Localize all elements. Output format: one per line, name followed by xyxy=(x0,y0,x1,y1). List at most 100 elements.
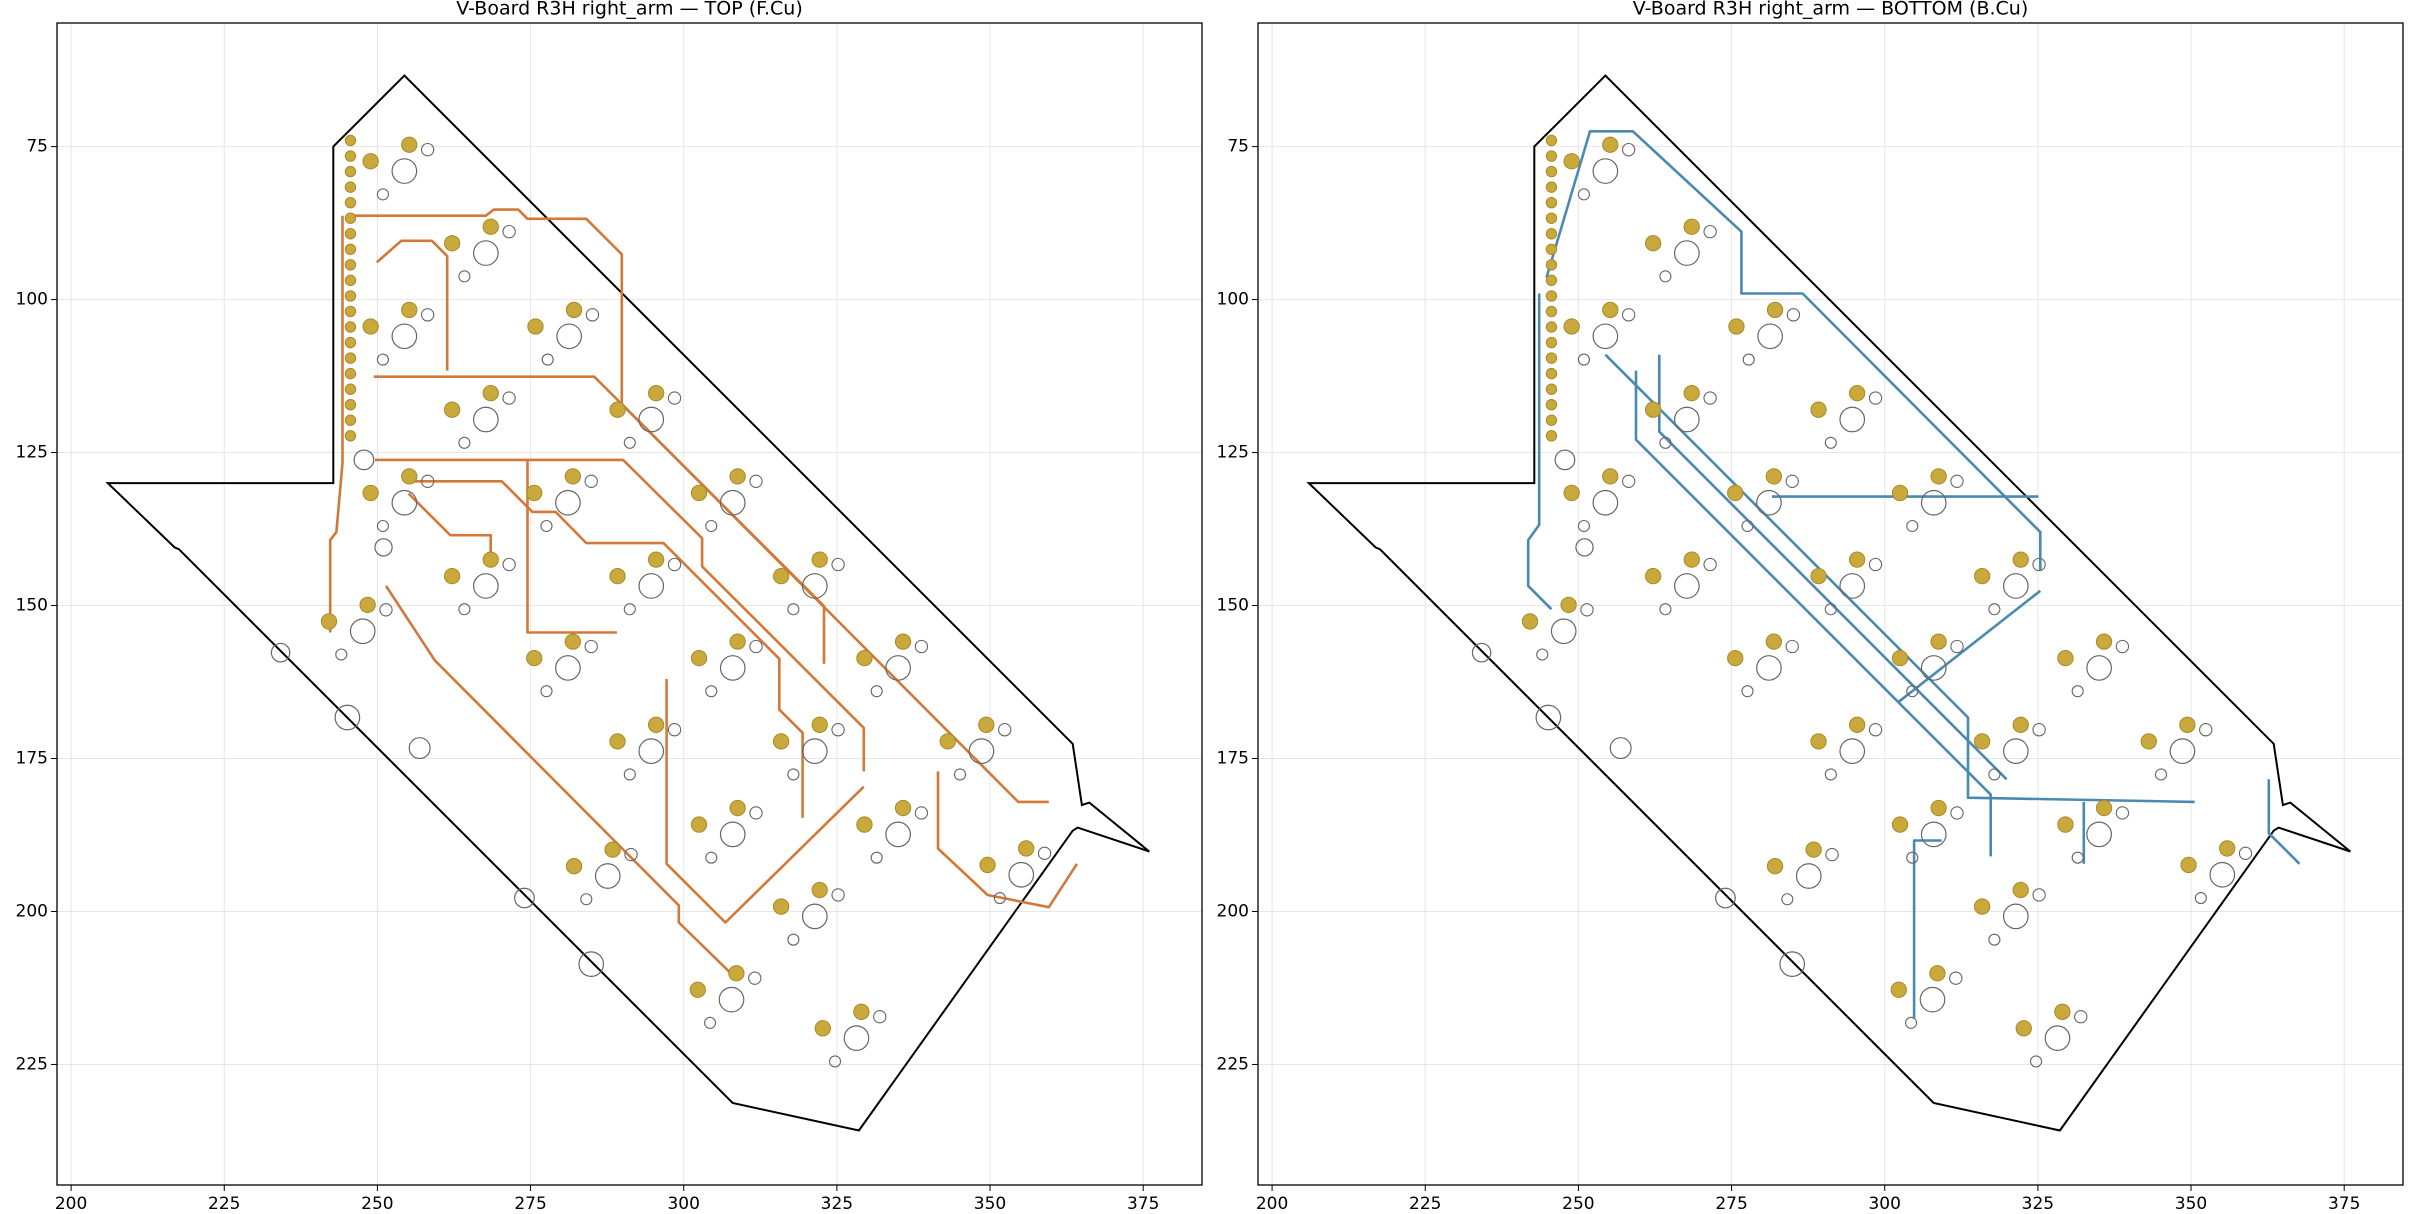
switch-pad xyxy=(1891,484,1909,502)
switch-pad xyxy=(2140,733,2157,750)
trace xyxy=(408,480,804,818)
switch-hole-minor xyxy=(993,891,1006,905)
switch-pad xyxy=(978,716,995,733)
switch-hole-minor xyxy=(1988,933,2001,946)
switch-pad xyxy=(565,301,583,319)
switch-pad xyxy=(1973,567,1991,585)
trace xyxy=(1634,370,1992,857)
y-tick-label: 75 xyxy=(1227,137,1249,157)
connector-pad xyxy=(1545,274,1558,287)
switch-hole xyxy=(555,489,581,516)
switch-hole xyxy=(391,323,418,350)
switch-hole xyxy=(2044,1025,2071,1051)
switch-pad xyxy=(1890,981,1907,998)
switch-hole xyxy=(391,158,418,184)
switch-small-hole xyxy=(624,847,638,862)
switch-pad xyxy=(1766,301,1784,319)
connector-pad xyxy=(1545,352,1558,364)
switch-pad xyxy=(729,468,746,485)
switch-hole-minor xyxy=(458,603,471,616)
y-tick-label: 175 xyxy=(1217,749,1249,769)
switch-small-hole xyxy=(2032,723,2046,737)
switch-pad xyxy=(2180,856,2197,874)
switch-hole xyxy=(1920,655,1947,681)
switch-hole-minor xyxy=(1741,685,1754,698)
panel-title: V-Board R3H right_arm — TOP (F.Cu) xyxy=(456,0,803,20)
switch-hole-minor xyxy=(2029,1055,2043,1068)
switch-hole-minor xyxy=(703,1016,717,1029)
trace xyxy=(1604,353,2195,804)
switch-small-hole xyxy=(1703,557,1717,572)
switch-hole-minor xyxy=(2071,851,2084,864)
switch-hole xyxy=(472,240,499,266)
switch-pad xyxy=(1644,235,1662,252)
switch-small-hole xyxy=(1950,806,1964,820)
switch-pad xyxy=(2219,840,2236,857)
switch-small-hole xyxy=(1703,391,1717,405)
switch-hole xyxy=(2086,655,2112,681)
switch-hole xyxy=(638,406,665,433)
connector-pad xyxy=(1545,430,1558,442)
switch-hole-minor xyxy=(335,648,348,661)
switch-small-hole xyxy=(2032,888,2046,902)
connector-pad xyxy=(1545,367,1558,380)
mounting-hole xyxy=(1535,704,1562,731)
switch-hole xyxy=(1839,406,1866,433)
switch-small-hole xyxy=(1037,846,1052,861)
switch-pad xyxy=(1891,649,1909,667)
switch-hole xyxy=(1920,489,1947,516)
y-tick-label: 150 xyxy=(16,596,48,616)
switch-small-hole xyxy=(998,723,1012,737)
trace xyxy=(936,771,1079,909)
switch-hole-minor xyxy=(1741,519,1754,533)
connector-pad xyxy=(344,228,357,240)
switch-pad xyxy=(690,816,708,833)
switch-hole-minor xyxy=(1988,603,2001,616)
switch-pad xyxy=(1602,301,1619,319)
trace xyxy=(375,458,866,772)
connector-pad xyxy=(344,243,357,255)
switch-hole-minor xyxy=(787,933,800,946)
switch-hole xyxy=(1919,986,1946,1013)
connector-pad xyxy=(344,367,357,380)
switch-hole xyxy=(719,655,746,681)
connector-pad xyxy=(344,134,357,147)
switch-small-hole xyxy=(2238,846,2253,861)
switch-pad xyxy=(320,613,338,630)
switch-small-hole xyxy=(667,557,682,572)
switch-small-hole xyxy=(379,603,393,617)
x-tick-label: 300 xyxy=(667,1194,699,1210)
trace xyxy=(665,679,865,924)
switch-small-hole xyxy=(873,1010,887,1024)
switch-hole xyxy=(2002,738,2029,765)
switch-hole-minor xyxy=(458,436,471,449)
y-tick-label: 225 xyxy=(1217,1054,1249,1074)
switch-hole-minor xyxy=(376,353,389,366)
mounting-hole xyxy=(1554,449,1576,471)
switch-small-hole xyxy=(914,639,929,654)
switch-pad xyxy=(1765,468,1782,485)
switch-pad xyxy=(1727,649,1744,667)
switch-hole xyxy=(1839,573,1866,599)
switch-pad xyxy=(811,551,828,568)
x-tick-label: 225 xyxy=(208,1194,240,1210)
switch-pad xyxy=(1563,484,1580,502)
switch-hole xyxy=(556,323,583,350)
switch-small-hole xyxy=(831,888,845,902)
switch-hole xyxy=(801,573,828,599)
switch-pad xyxy=(1929,965,1946,982)
switch-pad xyxy=(1766,858,1784,875)
connector-pad xyxy=(1545,150,1558,162)
switch-hole xyxy=(843,1025,870,1051)
switch-pad xyxy=(1930,799,1947,817)
connector-pad xyxy=(344,352,357,364)
connector-pad xyxy=(1545,321,1558,333)
switch-pad xyxy=(1563,318,1580,335)
trace xyxy=(2267,779,2301,865)
mounting-hole xyxy=(1779,951,1806,977)
switch-pad xyxy=(482,218,499,235)
switch-hole-minor xyxy=(580,893,593,906)
switch-small-hole xyxy=(749,474,763,488)
connector-pad xyxy=(1545,243,1558,255)
